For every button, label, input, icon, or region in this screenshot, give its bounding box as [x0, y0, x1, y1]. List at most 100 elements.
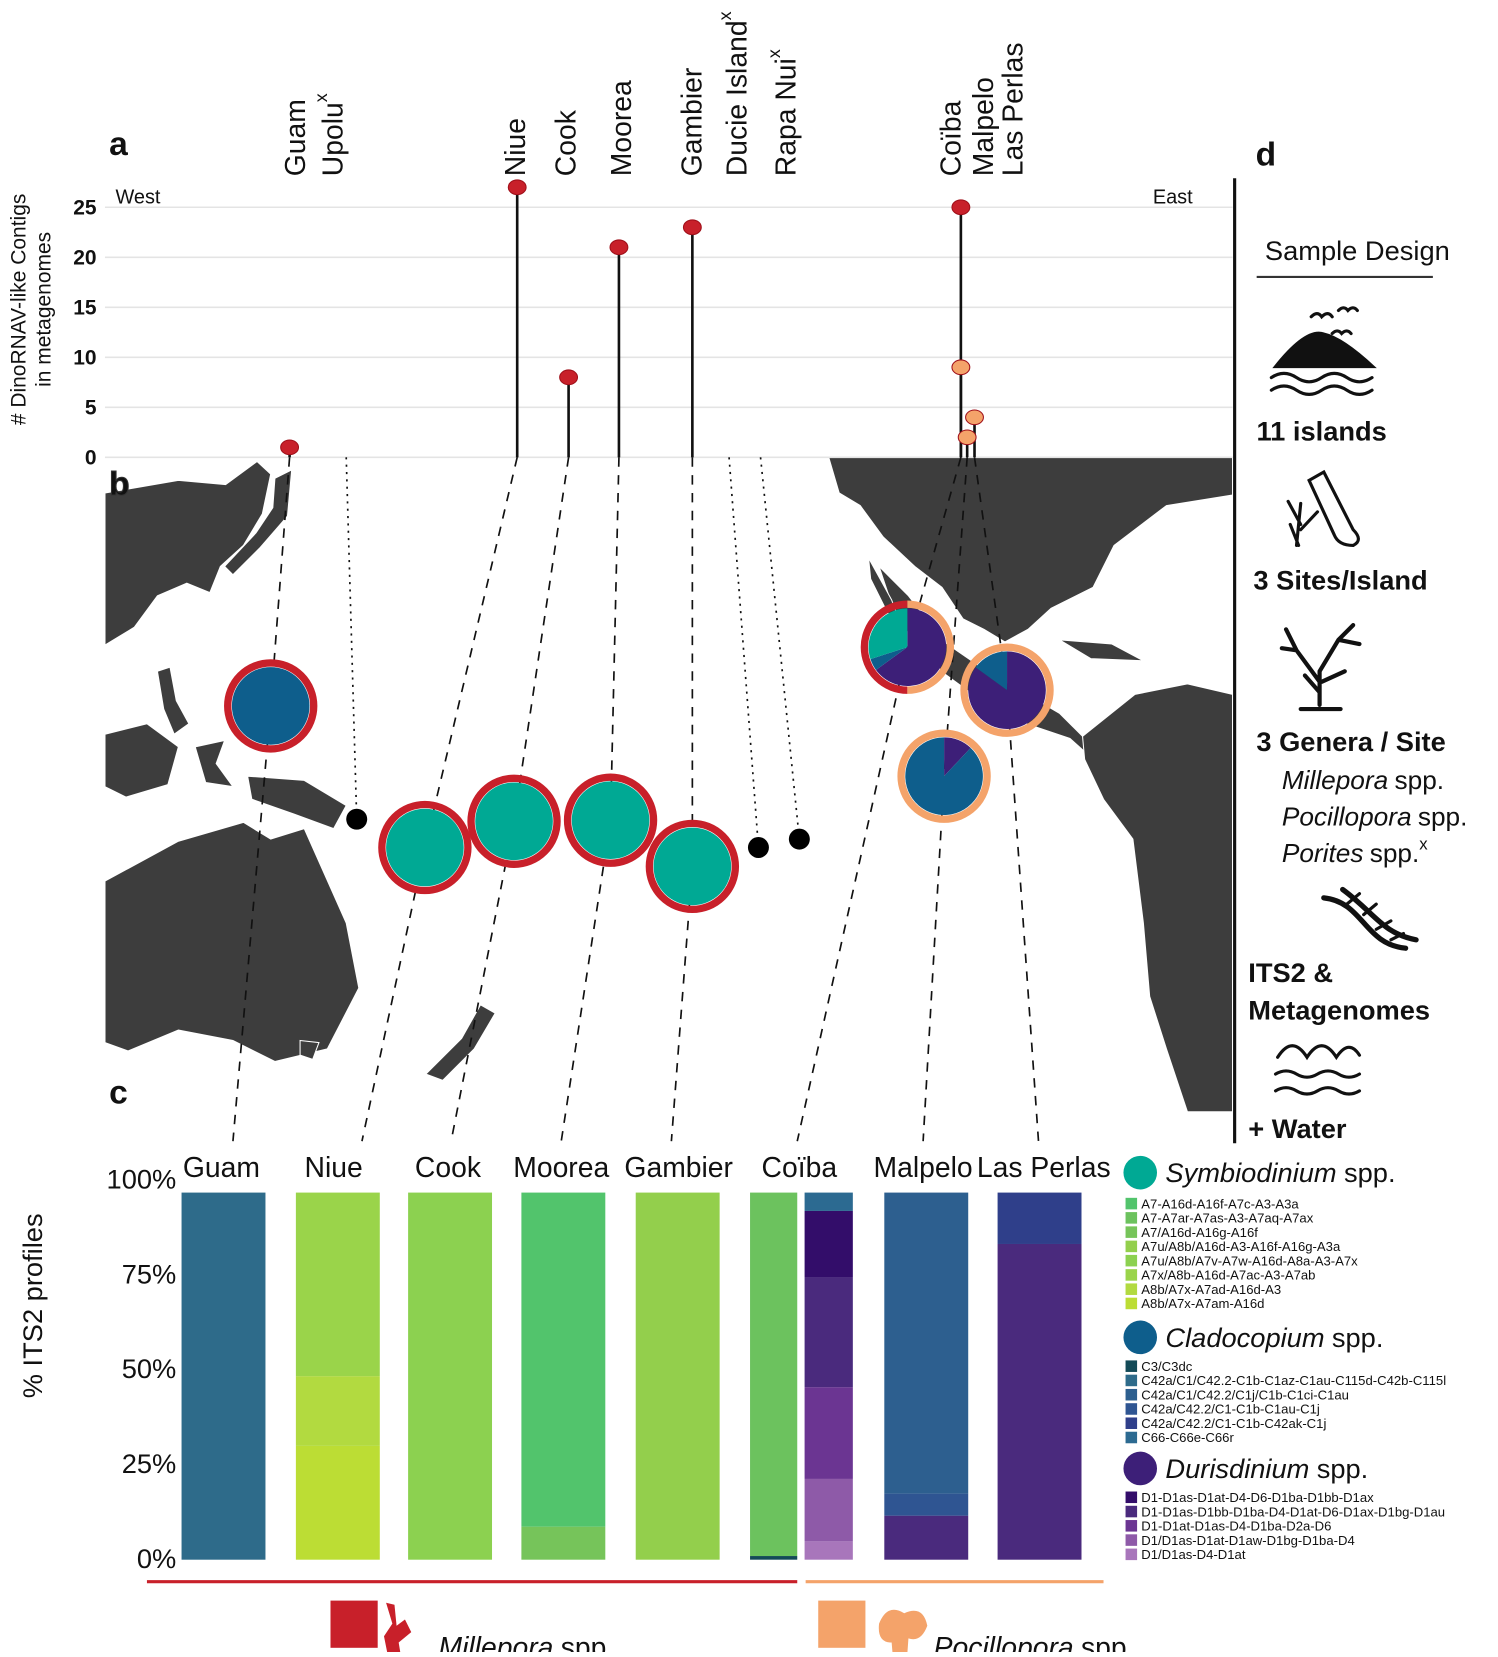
land-cuba [1059, 639, 1144, 662]
legend-label: D1-D1as-D1bb-D1ba-D4-D1at-D6-D1ax-D1bg-D… [1141, 1504, 1445, 1519]
bar-segment [295, 1376, 380, 1446]
data-item: ITS2 & [1248, 957, 1333, 988]
bar-segment [750, 1192, 798, 1557]
genus-suffix: spp. [1332, 1322, 1384, 1353]
lollipop-dot [965, 409, 984, 426]
site-name: Ducie Island [721, 20, 753, 176]
site-mark: x [715, 11, 735, 20]
site-label: Upolux [311, 93, 350, 176]
legend-swatch [1125, 1360, 1138, 1372]
x-tick-label: Las Perlas [977, 1152, 1111, 1184]
bar-segment [997, 1192, 1082, 1244]
genus-suffix: spp. [1317, 1453, 1369, 1484]
bar-segment [295, 1445, 380, 1560]
site-name: Guam [280, 99, 312, 176]
bar-segment [635, 1192, 720, 1560]
legend-label: C42a/C1/C42.2/C1j/C1b-C1ci-C1au [1141, 1387, 1349, 1402]
bar-segment [521, 1526, 606, 1560]
lollipop-dot [957, 429, 977, 446]
legend-genus-dot [1123, 1155, 1158, 1190]
land-sulawesi [194, 739, 235, 788]
legend-swatch [1125, 1548, 1138, 1561]
host-genus: Millepora [439, 1632, 554, 1652]
bar-segment [884, 1515, 969, 1560]
pie-ring [645, 819, 740, 914]
host-swatch [330, 1600, 378, 1648]
lollipop-dot [951, 199, 971, 216]
pie-slice [975, 651, 1008, 691]
pie-ring [224, 659, 318, 753]
bar-segment [804, 1387, 853, 1479]
land-asia [104, 460, 272, 646]
legend-swatch [1125, 1403, 1138, 1415]
genus-name: Durisdinium [1165, 1453, 1309, 1484]
genus-item: Porites spp.x [1282, 835, 1428, 869]
icon [1345, 892, 1406, 942]
legend-swatch [1125, 1520, 1138, 1532]
legend-genus: Durisdinium spp. [1165, 1453, 1368, 1484]
icon [1269, 371, 1374, 384]
site-label: Ducie Islandx [715, 11, 754, 176]
site-name: Cook [550, 109, 582, 176]
icon [1286, 499, 1320, 547]
data-item: + Water [1248, 1113, 1347, 1144]
pie-slice [905, 737, 983, 815]
host-genus: Pocillopora [934, 1632, 1074, 1652]
icon [1307, 469, 1360, 547]
host-icon [878, 1609, 928, 1657]
legend-swatch [1125, 1226, 1138, 1238]
legend-swatch [1125, 1297, 1138, 1310]
legend-swatch [1125, 1269, 1138, 1281]
genus-name: Millepora [1282, 765, 1388, 795]
icon [1321, 886, 1419, 951]
icon [1279, 623, 1362, 707]
genus-suffix: spp. [1344, 1157, 1396, 1188]
pie-slice [870, 647, 908, 670]
icon [1269, 384, 1374, 396]
genus-name: Porites [1282, 838, 1364, 868]
site-mark: x [764, 49, 784, 58]
legend-label: A7/A16d-A16g-A16f [1141, 1225, 1258, 1240]
pie-slice [653, 827, 732, 906]
legend-label: A7u/A8b/A16d-A3-A16f-A16g-A3a [1141, 1239, 1341, 1254]
x-tick-label: Malpelo [874, 1152, 973, 1184]
y-tick-label: 5 [85, 397, 97, 420]
legend-swatch [1125, 1374, 1138, 1387]
site-name: Gambier [676, 68, 708, 177]
site-label: Gambier [676, 68, 708, 177]
bar-segment [521, 1192, 606, 1527]
legend-label: A7u/A8b/A7v-A7w-A16d-A8a-A3-A7x [1141, 1253, 1358, 1268]
legend-swatch [1125, 1491, 1138, 1504]
legend-swatch [1125, 1534, 1138, 1546]
legend-swatch [1125, 1212, 1138, 1224]
site-label: Guam [280, 99, 312, 176]
lollipop-dot [951, 359, 971, 376]
legend-label: C66-C66e-C66r [1141, 1430, 1234, 1445]
legend-swatch [1125, 1240, 1138, 1253]
bar-segment [884, 1493, 969, 1516]
y-tick-label: 50% [122, 1353, 177, 1384]
legend-swatch [1125, 1505, 1138, 1518]
land-borneo [104, 723, 180, 798]
pie-slice [875, 608, 947, 686]
genus-item: Pocillopora spp. [1282, 801, 1468, 831]
bar-segment [804, 1192, 853, 1211]
host-icon [383, 1602, 412, 1657]
genus-suffix: spp. [1418, 801, 1468, 831]
y-tick-label: 100% [107, 1163, 177, 1194]
legend-label: D1/D1as-D1at-D1aw-D1bg-D1ba-D4 [1141, 1533, 1354, 1548]
design-item: 3 Genera / Site [1256, 726, 1445, 757]
site-name: Upolu [318, 102, 350, 176]
bar-segment [804, 1478, 853, 1542]
genus-suffix: spp. [1370, 838, 1420, 868]
y-axis-title: # DinoRNAV-like Contigs [7, 194, 30, 426]
legend-label: C42a/C1/C42.2-C1b-C1az-C1au-C115d-C42b-C… [1141, 1373, 1446, 1388]
legend-swatch [1125, 1197, 1138, 1210]
icon [1276, 1044, 1362, 1061]
legend-label: C42a/C42.2/C1-C1b-C42ak-C1j [1141, 1416, 1326, 1431]
y-axis-title: in metagenomes [32, 232, 55, 387]
bar-segment [750, 1556, 798, 1560]
west-label: West [115, 186, 160, 208]
host-legend: Millepora spp. [439, 1632, 615, 1652]
y-tick-label: 25% [122, 1448, 177, 1479]
